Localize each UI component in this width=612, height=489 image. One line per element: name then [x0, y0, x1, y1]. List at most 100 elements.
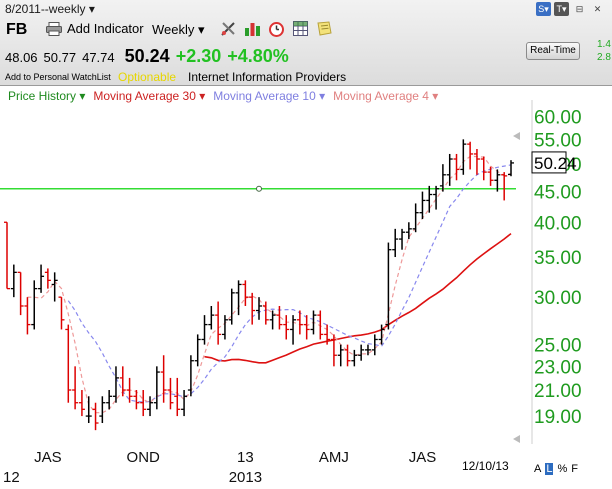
ohlc-bar: [4, 221, 10, 290]
legend-ma4[interactable]: Moving Average 4 ▾: [333, 89, 439, 103]
price-tick-label: 23.00: [534, 357, 582, 378]
ohlc-bar: [10, 264, 17, 298]
ohlc-bar: [460, 139, 467, 175]
spreadsheet-icon[interactable]: [292, 20, 309, 37]
ohlc-bar: [412, 203, 419, 233]
ohlc-bar: [446, 153, 453, 186]
ohlc-bar: [92, 402, 99, 431]
realtime-button[interactable]: Real-Time: [526, 42, 580, 60]
ohlc-bar: [467, 141, 474, 170]
ohlc-bar: [112, 366, 119, 403]
full-scale-button[interactable]: F: [571, 463, 578, 475]
ohlc-bar: [371, 334, 378, 356]
ma30-line: [204, 232, 512, 364]
close-icon[interactable]: ✕: [593, 4, 602, 14]
ohlc-bar: [508, 160, 514, 177]
price-chart: 60.0055.0050.0045.0040.0035.0030.0025.00…: [0, 100, 582, 486]
ohlc-bar: [358, 344, 365, 361]
ohlc-bar: [310, 310, 317, 335]
realtime-value-2: 2.8: [597, 52, 611, 63]
sharpchart-menu-button[interactable]: S▾: [536, 2, 551, 16]
legend-price-history[interactable]: Price History ▾: [8, 89, 86, 103]
ohlc-bar: [385, 242, 392, 330]
price-change: +2.30: [175, 46, 222, 66]
industry-label: Internet Information Providers: [188, 70, 347, 84]
price-tick-label: 40.00: [534, 213, 582, 234]
ma4-line: [27, 155, 512, 414]
tool-menu-button[interactable]: T▾: [554, 2, 569, 16]
ohlc-bar: [501, 172, 508, 201]
last-price-tag-group: 50.24: [531, 151, 577, 174]
last-price: 50.24: [124, 46, 170, 66]
ohlc-bar: [494, 169, 501, 192]
price-tick-label: 21.00: [534, 381, 582, 402]
price-tick-label: 35.00: [534, 248, 582, 269]
indicators-icon[interactable]: [244, 20, 261, 37]
ohlc-bar: [147, 396, 154, 417]
notes-icon[interactable]: [316, 20, 333, 37]
ohlc-bar: [324, 324, 331, 345]
price-tick-label: 60.00: [534, 108, 582, 129]
ohlc-bar: [473, 148, 480, 175]
ohlc-bar: [24, 297, 31, 335]
ohlc-bar: [337, 344, 344, 367]
ohlc-bar: [126, 377, 133, 403]
ma10-line: [67, 164, 512, 403]
ohlc-bar: [256, 297, 262, 320]
interval-select[interactable]: Weekly ▾: [152, 22, 205, 37]
chart-legend: Price History ▾ Moving Average 30 ▾ Movi…: [8, 89, 438, 103]
ma30-layer: [204, 232, 512, 364]
price-tick-label: 25.00: [534, 336, 582, 357]
ohlc-bar: [51, 272, 58, 302]
ohlc-bar: [208, 305, 215, 330]
scale-controls: A L % F: [534, 463, 578, 475]
ohlc-bar: [426, 185, 433, 213]
ma10-layer: [67, 164, 512, 403]
ohlc-bar: [119, 366, 126, 397]
time-axis: JAS OND 13 AMJ JAS 12 2013: [3, 132, 520, 486]
year-label: 2013: [229, 469, 262, 486]
scroll-up-icon: [513, 132, 520, 140]
ohlc-bar: [330, 334, 337, 367]
ohlc-bar: [487, 166, 494, 186]
realtime-value-1: 1.4: [597, 39, 611, 50]
period-selector[interactable]: 8/2011--weekly ▾: [5, 2, 95, 16]
alarm-clock-icon[interactable]: [268, 20, 285, 37]
ohlc-bar: [364, 344, 371, 356]
ohlc-bar: [290, 315, 297, 345]
ohlc-bar: [262, 301, 269, 325]
ohlc-bar: [480, 156, 487, 181]
ohlc-bar: [140, 390, 147, 417]
arithmetic-scale-button[interactable]: A: [534, 463, 542, 475]
ohlc-bar: [392, 228, 399, 258]
ohlc-bar: [439, 164, 446, 192]
percent-scale-button[interactable]: %: [557, 463, 568, 475]
printer-icon[interactable]: [46, 21, 62, 36]
ohlc-bar: [221, 315, 228, 340]
ohlc-bar: [194, 334, 201, 367]
toolbar-icons: [220, 20, 333, 37]
ohlc-bar: [201, 315, 208, 345]
year-label: 12: [3, 469, 20, 486]
time-tick-label: OND: [127, 449, 161, 466]
price-tick-label: 55.00: [534, 130, 582, 151]
price-tick-label: 30.00: [534, 288, 582, 309]
legend-ma10[interactable]: Moving Average 10 ▾: [213, 89, 326, 103]
time-tick-label: JAS: [34, 449, 62, 466]
scroll-down-icon: [513, 435, 520, 443]
ohlc-bar: [276, 305, 283, 330]
restore-icon[interactable]: ⊟: [575, 4, 584, 14]
ohlc-bar: [78, 390, 85, 417]
ohlc-bar: [174, 377, 181, 417]
add-indicator-button[interactable]: Add Indicator: [46, 21, 144, 36]
ohlc-bar: [399, 228, 406, 250]
legend-ma30[interactable]: Moving Average 30 ▾: [93, 89, 206, 103]
ohlc-bar: [167, 377, 174, 410]
ohlc-bar: [242, 280, 249, 306]
time-tick-label: JAS: [409, 449, 437, 466]
ohlc-bar: [283, 315, 290, 340]
add-to-watchlist-link[interactable]: Add to Personal WatchList: [5, 72, 111, 82]
drawing-tools-icon[interactable]: [220, 20, 237, 37]
ohlc-bar: [44, 268, 51, 289]
log-scale-button[interactable]: L: [545, 463, 554, 475]
